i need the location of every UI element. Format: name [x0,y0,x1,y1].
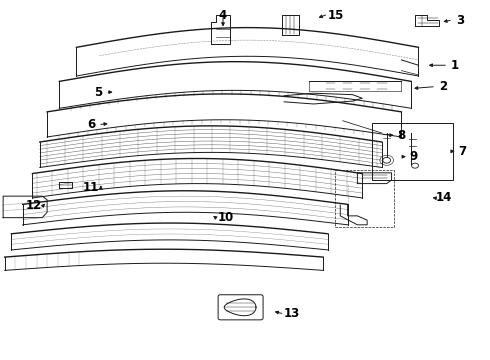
Text: 12: 12 [26,199,42,212]
Bar [372,123,453,180]
Text: 4: 4 [219,9,227,22]
Text: 11: 11 [83,181,99,194]
Text: 14: 14 [436,192,453,204]
Text: 2: 2 [439,80,447,93]
Text: 3: 3 [456,14,464,27]
Text: 6: 6 [87,118,95,131]
Text: 9: 9 [410,150,417,163]
Text: 15: 15 [327,9,343,22]
Bar [335,170,394,227]
Text: 7: 7 [458,145,466,158]
Text: 10: 10 [218,211,234,224]
Text: 5: 5 [94,86,102,99]
Text: 13: 13 [283,307,299,320]
Text: 1: 1 [451,59,459,72]
Text: 8: 8 [397,129,406,142]
